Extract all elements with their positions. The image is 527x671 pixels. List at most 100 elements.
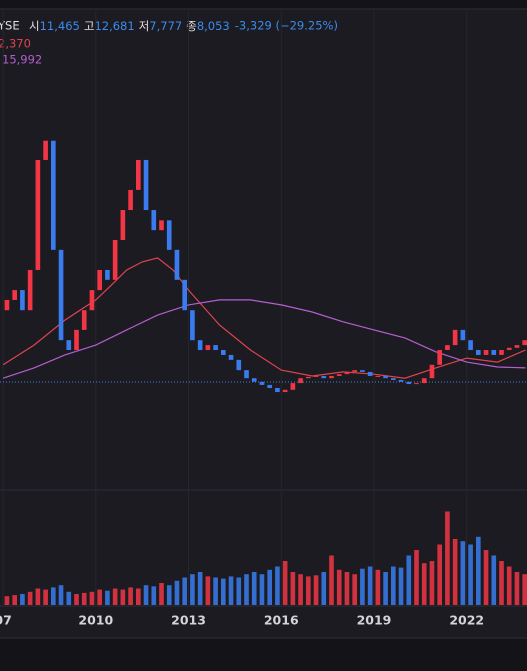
volume-bar <box>468 544 473 605</box>
volume-bar <box>20 594 25 605</box>
volume-bar <box>136 588 141 605</box>
volume-bar <box>197 572 203 605</box>
volume-bar <box>367 566 373 605</box>
volume-bar <box>383 572 388 605</box>
candle <box>190 310 195 341</box>
low-value: 7,777 <box>149 19 182 33</box>
volume-bar <box>4 596 10 605</box>
volume-bar <box>483 550 489 605</box>
candle <box>228 354 234 360</box>
candle <box>275 388 280 393</box>
volume-bar <box>190 574 195 605</box>
x-tick-label: 2013 <box>171 613 206 628</box>
candle <box>329 375 334 379</box>
volume-bar <box>329 555 334 605</box>
candle <box>159 220 164 231</box>
volume-bar <box>89 591 95 605</box>
volume-bar <box>391 566 396 605</box>
volume-bar <box>81 592 87 605</box>
candle <box>383 375 388 379</box>
candle <box>290 383 296 390</box>
volume-bar <box>43 589 48 605</box>
candle <box>514 345 520 348</box>
volume-bar <box>267 569 272 605</box>
volume-bar <box>182 577 187 605</box>
candle <box>452 329 458 346</box>
volume-bar <box>143 585 149 605</box>
candle <box>205 345 211 351</box>
candle <box>74 329 79 351</box>
volume-bar <box>58 585 64 605</box>
volume-bar <box>414 550 419 605</box>
candle <box>499 350 504 355</box>
volume-bar <box>506 566 512 605</box>
volume-bar <box>112 588 118 605</box>
candle <box>352 370 357 372</box>
volume-bar <box>476 536 481 605</box>
volume-bar <box>514 572 520 605</box>
close-label: 종 <box>186 19 197 33</box>
x-tick-label: 07 <box>0 613 12 628</box>
candle <box>136 159 141 190</box>
candle <box>174 249 180 280</box>
candle <box>89 290 95 311</box>
candle <box>406 381 412 385</box>
volume-bar <box>120 589 126 605</box>
volume-bar <box>499 561 504 605</box>
volume-bar <box>151 586 157 605</box>
volume-bar <box>437 544 442 605</box>
ma-fast-value: 2,370 <box>0 37 31 51</box>
candle <box>112 240 118 280</box>
volume-bar <box>74 594 79 605</box>
volume-bar <box>66 591 72 605</box>
volume-bar <box>275 566 280 605</box>
candle <box>483 350 489 355</box>
candle <box>460 329 466 341</box>
volume-bar <box>460 541 466 605</box>
ma-slow-value: 15,992 <box>2 53 42 67</box>
high-value: 12,681 <box>94 19 134 33</box>
volume-bar <box>360 568 365 605</box>
candle <box>522 340 527 346</box>
volume-bar <box>221 578 226 605</box>
candle <box>244 370 249 379</box>
candle <box>27 269 33 311</box>
candle <box>97 269 102 291</box>
volume-bar <box>336 569 342 605</box>
candle <box>321 375 327 379</box>
candle <box>421 378 427 384</box>
volume-bar <box>159 583 164 605</box>
candle <box>282 389 288 393</box>
bottom-strip <box>0 638 527 671</box>
volume-bar <box>128 587 133 605</box>
candle <box>221 350 226 355</box>
volume-bar <box>313 575 319 605</box>
candle <box>43 140 48 160</box>
candle <box>81 310 87 330</box>
candle <box>491 350 497 355</box>
volume-bar <box>321 572 327 605</box>
change: -3,329 (−29.25%) <box>235 19 338 33</box>
candle <box>468 340 473 351</box>
legend: YSE 시11,465 고12,681 저7,777 종8,053 -3,329 (−2… <box>0 19 338 67</box>
x-tick-label: 2010 <box>78 613 113 628</box>
x-tick-label: 2022 <box>449 613 484 628</box>
candle <box>398 379 404 382</box>
volume-bar <box>375 569 381 605</box>
candle <box>367 371 373 376</box>
volume-bar <box>398 567 404 605</box>
volume-bar <box>282 561 288 605</box>
candle <box>12 290 17 300</box>
volume-bar <box>259 574 265 605</box>
candle <box>414 383 419 385</box>
volume-bar <box>344 572 350 605</box>
volume-bar <box>12 595 17 605</box>
volume-bar <box>27 591 33 605</box>
candle <box>251 378 257 382</box>
close-value: 8,053 <box>197 19 230 33</box>
candle <box>476 350 481 355</box>
candle <box>120 210 126 241</box>
candle <box>4 299 10 311</box>
top-strip <box>0 0 527 9</box>
